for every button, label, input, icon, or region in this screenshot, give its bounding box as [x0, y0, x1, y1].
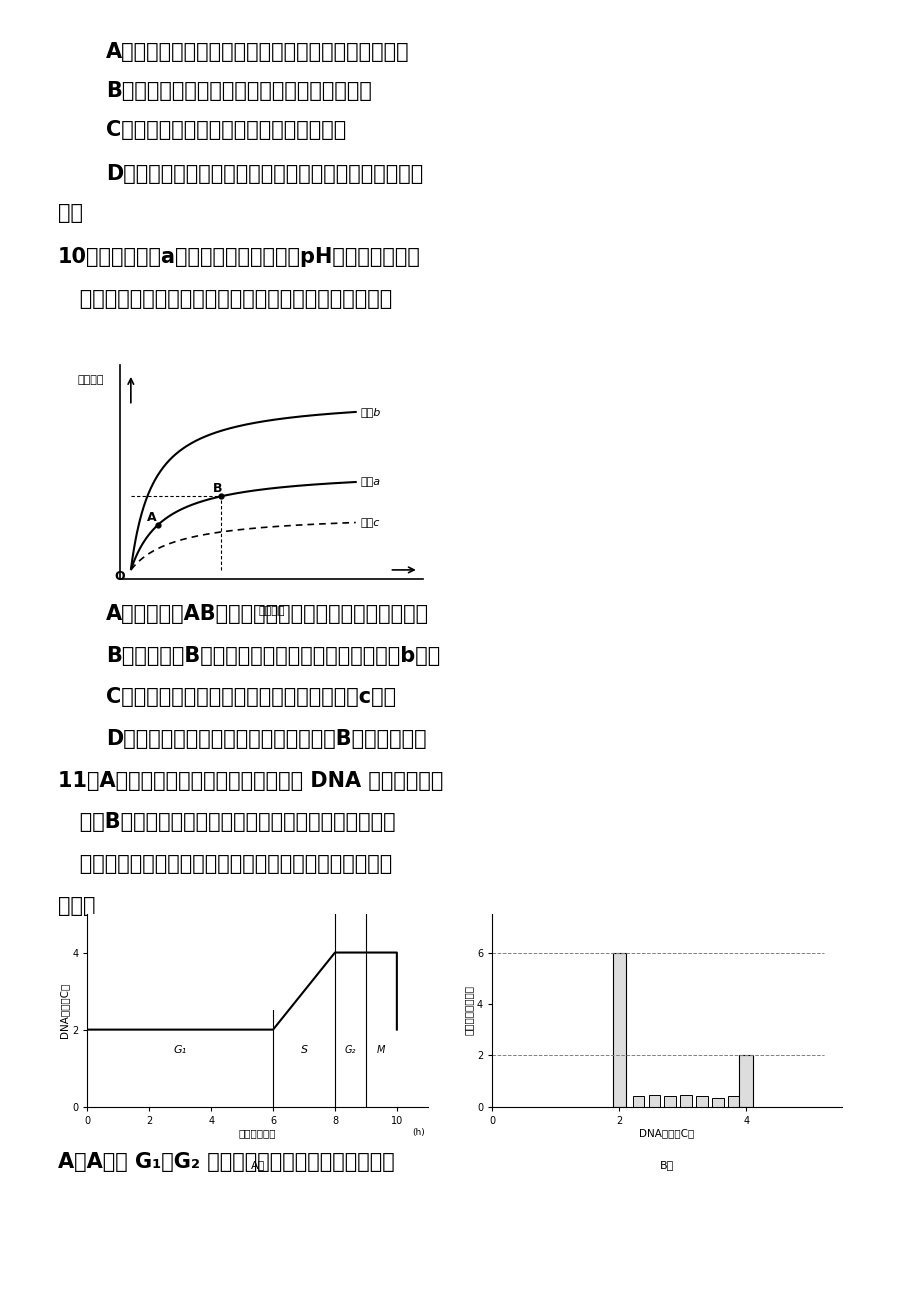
Text: A．在曲线的AB段限制反应速率的主要因素是底物浓度: A．在曲线的AB段限制反应速率的主要因素是底物浓度	[106, 604, 428, 624]
Text: G₂: G₂	[345, 1044, 356, 1055]
Text: G₁: G₁	[174, 1044, 187, 1055]
Text: 误的是: 误的是	[58, 896, 96, 915]
Text: 度与酶促反应速率的关系。据图分析，下列叙述错误的是: 度与酶促反应速率的关系。据图分析，下列叙述错误的是	[58, 289, 391, 309]
Text: A: A	[146, 512, 156, 525]
Text: 曲线c: 曲线c	[360, 517, 380, 527]
Text: A．A图的 G₁、G₂ 时期细胞核将大量消耗核糖核苷酸: A．A图的 G₁、G₂ 时期细胞核将大量消耗核糖核苷酸	[58, 1152, 394, 1172]
Text: 底物浓度: 底物浓度	[258, 605, 284, 616]
Bar	[648, 1095, 659, 1107]
Text: D．细胞呼吸糖酵解阶段产生的还原性氢都与氧气结合生: D．细胞呼吸糖酵解阶段产生的还原性氢都与氧气结合生	[106, 164, 423, 184]
Text: O: O	[114, 570, 125, 583]
Bar	[632, 1096, 643, 1107]
X-axis label: 细胞周期时间: 细胞周期时间	[239, 1129, 276, 1138]
Bar	[680, 1095, 691, 1107]
Bar	[696, 1096, 707, 1107]
Y-axis label: DNA含量（C）: DNA含量（C）	[60, 983, 69, 1038]
Text: B图: B图	[659, 1160, 674, 1170]
Text: 10．下图中曲线a表示在最适温度、最适pH条件下，底物浓: 10．下图中曲线a表示在最适温度、最适pH条件下，底物浓	[58, 247, 420, 267]
Text: 线；B图表示处于一个细胞周期中各个时期细胞数目的变: 线；B图表示处于一个细胞周期中各个时期细胞数目的变	[58, 812, 395, 832]
Text: B．光饱和点在植物的不同发育阶段会发生变化: B．光饱和点在植物的不同发育阶段会发生变化	[106, 81, 371, 100]
Text: 曲线b: 曲线b	[360, 408, 380, 417]
Text: 曲线a: 曲线a	[360, 477, 380, 487]
Text: A图: A图	[250, 1160, 265, 1170]
Text: 反应速率: 反应速率	[78, 375, 105, 385]
Text: (h): (h)	[412, 1128, 425, 1137]
Text: 11．A图表示在一个细胞周期中的细胞核 DNA 含量的变化曲: 11．A图表示在一个细胞周期中的细胞核 DNA 含量的变化曲	[58, 771, 443, 790]
Bar	[664, 1096, 675, 1107]
Text: B．在曲线的B点时再加入一定量的酶，可以用曲线b表示: B．在曲线的B点时再加入一定量的酶，可以用曲线b表示	[106, 646, 439, 665]
X-axis label: DNA含量（C）: DNA含量（C）	[639, 1129, 694, 1138]
Text: B: B	[212, 482, 222, 495]
Bar	[739, 1056, 753, 1107]
Text: 化（用特殊的方法在一个培养基中测得的），下列叙述错: 化（用特殊的方法在一个培养基中测得的），下列叙述错	[58, 854, 391, 874]
Y-axis label: 细胞数量（千个）: 细胞数量（千个）	[464, 986, 473, 1035]
Text: 成水: 成水	[58, 203, 83, 223]
Text: D．适当升高温度，重复该实验，曲线中B点位置将上升: D．适当升高温度，重复该实验，曲线中B点位置将上升	[106, 729, 426, 749]
Text: C．酶的数量减少后，图示反应速率可用曲线c表示: C．酶的数量减少后，图示反应速率可用曲线c表示	[106, 687, 395, 707]
Text: C．黑暗环境下线粒体和叶绿体均消耗氧气: C．黑暗环境下线粒体和叶绿体均消耗氧气	[106, 120, 346, 139]
Bar	[727, 1096, 739, 1107]
Text: A．叶肉细胞中的叶绿体可为线粒体提供葡萄糖和氧气: A．叶肉细胞中的叶绿体可为线粒体提供葡萄糖和氧气	[106, 42, 409, 61]
Bar	[711, 1098, 722, 1107]
Text: M: M	[377, 1044, 385, 1055]
Text: S: S	[301, 1044, 307, 1055]
Bar	[612, 953, 625, 1107]
